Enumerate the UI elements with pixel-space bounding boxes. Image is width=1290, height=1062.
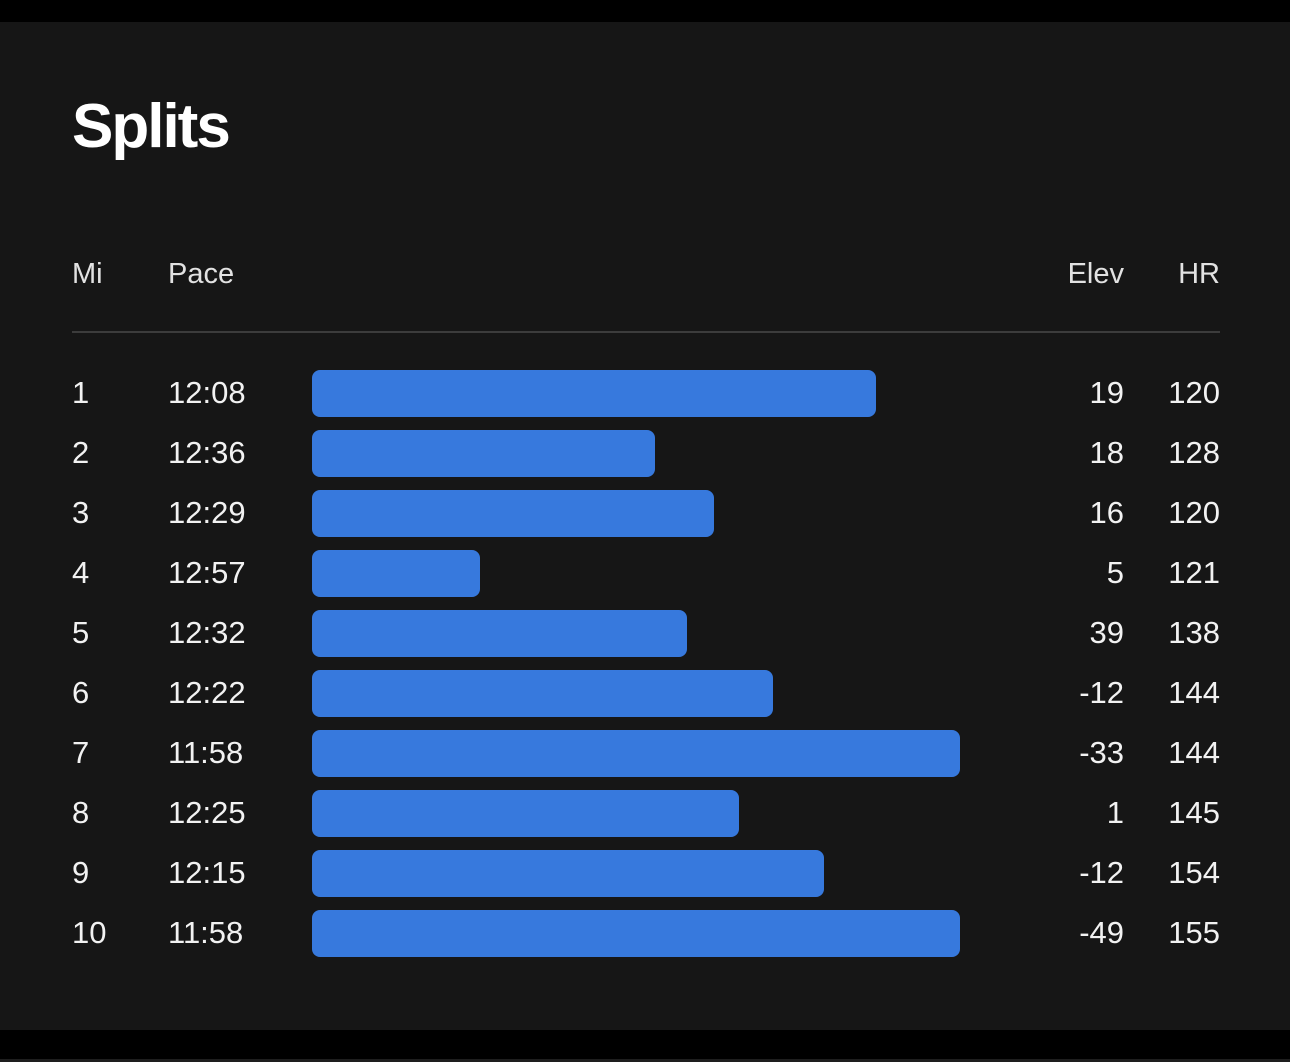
pace-bar [312, 609, 687, 657]
hr-value: 128 [1168, 435, 1220, 470]
hr-value: 120 [1168, 495, 1220, 530]
elev-value: 16 [1089, 495, 1124, 530]
table-row: 4 12:57 5 121 [72, 543, 1220, 603]
pace-value: 12:32 [168, 615, 246, 650]
column-header-hr: HR [1178, 257, 1220, 290]
pace-value: 12:15 [168, 855, 246, 890]
splits-rows: 1 12:08 19 120 2 12:36 18 128 3 12:29 16… [0, 333, 1290, 963]
pace-value: 12:57 [168, 555, 246, 590]
elev-value: -33 [1079, 735, 1124, 770]
table-row: 2 12:36 18 128 [72, 423, 1220, 483]
hr-value: 138 [1168, 615, 1220, 650]
mile-number: 7 [72, 735, 90, 770]
table-row: 5 12:32 39 138 [72, 603, 1220, 663]
table-header: Mi Pace Elev HR [0, 252, 1290, 296]
hr-value: 121 [1168, 555, 1220, 590]
pace-bar-track [312, 483, 964, 543]
pace-bar-track [312, 423, 964, 483]
hr-value: 145 [1168, 795, 1220, 830]
pace-bar [312, 669, 773, 717]
pace-bar-track [312, 843, 964, 903]
pace-bar-track [312, 783, 964, 843]
pace-value: 12:36 [168, 435, 246, 470]
elev-value: 18 [1089, 435, 1124, 470]
header-divider [72, 331, 1220, 333]
elev-value: 39 [1089, 615, 1124, 650]
pace-bar [312, 549, 480, 597]
mile-number: 2 [72, 435, 90, 470]
pace-bar [312, 849, 824, 897]
screen-top-bezel [0, 0, 1290, 22]
column-header-pace: Pace [168, 257, 235, 290]
elev-value: 1 [1106, 795, 1124, 830]
pace-value: 11:58 [168, 735, 244, 770]
elev-value: -49 [1079, 915, 1124, 950]
elev-value: 5 [1106, 555, 1124, 590]
pace-value: 12:22 [168, 675, 246, 710]
table-row: 8 12:25 1 145 [72, 783, 1220, 843]
table-row: 9 12:15 -12 154 [72, 843, 1220, 903]
mile-number: 5 [72, 615, 90, 650]
pace-bar-track [312, 903, 964, 963]
mile-number: 8 [72, 795, 90, 830]
pace-bar-track [312, 363, 964, 423]
hr-value: 154 [1168, 855, 1220, 890]
pace-bar [312, 729, 960, 777]
mile-number: 6 [72, 675, 90, 710]
hr-value: 120 [1168, 375, 1220, 410]
mile-number: 4 [72, 555, 90, 590]
pace-bar [312, 909, 960, 957]
table-row: 6 12:22 -12 144 [72, 663, 1220, 723]
elev-value: -12 [1079, 855, 1124, 890]
mile-number: 1 [72, 375, 90, 410]
column-header-elev: Elev [1067, 257, 1124, 290]
page-title: Splits [72, 92, 231, 161]
pace-bar [312, 489, 714, 537]
pace-bar [312, 429, 655, 477]
hr-value: 144 [1168, 735, 1220, 770]
screen-bottom-bezel [0, 1030, 1290, 1059]
pace-value: 12:25 [168, 795, 246, 830]
table-row: 3 12:29 16 120 [72, 483, 1220, 543]
elev-value: 19 [1089, 375, 1124, 410]
pace-bar-track [312, 723, 964, 783]
pace-bar-track [312, 603, 964, 663]
mile-number: 3 [72, 495, 90, 530]
hr-value: 144 [1168, 675, 1220, 710]
pace-value: 12:08 [168, 375, 246, 410]
pace-bar [312, 789, 739, 837]
elev-value: -12 [1079, 675, 1124, 710]
pace-bar-track [312, 663, 964, 723]
pace-bar [312, 369, 876, 417]
pace-value: 11:58 [168, 915, 244, 950]
mile-number: 9 [72, 855, 90, 890]
pace-bar-track [312, 543, 964, 603]
pace-value: 12:29 [168, 495, 246, 530]
screen-bottom-strip [0, 1059, 1290, 1062]
splits-panel: Splits Mi Pace Elev HR 1 12:08 19 120 2 … [0, 22, 1290, 1030]
table-row: 7 11:58 -33 144 [72, 723, 1220, 783]
hr-value: 155 [1168, 915, 1220, 950]
table-row: 10 11:58 -49 155 [72, 903, 1220, 963]
column-header-mi: Mi [72, 257, 103, 290]
mile-number: 10 [72, 915, 107, 950]
table-row: 1 12:08 19 120 [72, 363, 1220, 423]
